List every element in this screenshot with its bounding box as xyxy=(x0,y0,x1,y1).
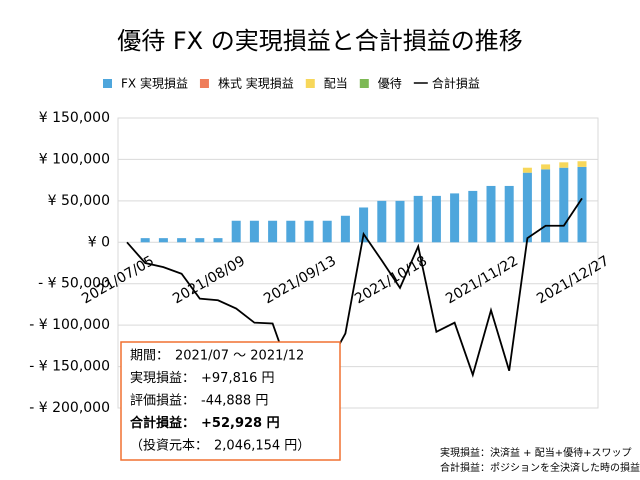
y-tick-label: - ¥ 100,000 xyxy=(29,317,110,333)
info-value: 2,046,154 円） xyxy=(214,439,310,454)
bar xyxy=(541,169,551,243)
bar xyxy=(340,215,350,243)
legend-label: 優待 xyxy=(378,77,402,91)
y-tick-label: ¥ 150,000 xyxy=(39,110,110,126)
legend-label: 合計損益 xyxy=(432,76,480,91)
bar xyxy=(177,238,187,243)
bar xyxy=(195,238,205,243)
bar xyxy=(559,162,569,168)
legend-label: 株式 実現損益 xyxy=(218,76,294,91)
y-tick-label: - ¥ 50,000 xyxy=(38,276,110,292)
y-tick-label: ¥ 100,000 xyxy=(39,151,110,167)
note: 実現損益：決済益 + 配当+優待+スワップ xyxy=(440,446,632,459)
x-tick-label: 2021/10/18 xyxy=(352,253,430,307)
info-label: 期間： xyxy=(130,349,169,364)
legend-label: FX 実現損益 xyxy=(121,76,188,91)
bar xyxy=(140,238,150,243)
bar xyxy=(286,220,296,243)
bar xyxy=(249,220,259,243)
legend-swatch xyxy=(359,79,369,88)
x-tick-label: 2021/09/13 xyxy=(261,253,339,307)
bar xyxy=(268,220,278,243)
info-value: 2021/07 〜 2021/12 xyxy=(175,349,304,364)
bar xyxy=(541,164,551,170)
bar xyxy=(504,185,514,243)
bar xyxy=(486,185,496,243)
info-value: +52,928 円 xyxy=(201,416,280,431)
info-label: 実現損益： xyxy=(130,370,195,386)
x-tick-label: 2021/11/22 xyxy=(443,253,521,307)
legend-swatch xyxy=(199,79,209,88)
line xyxy=(126,197,583,385)
legend-swatch xyxy=(103,79,112,88)
info-value: +97,816 円 xyxy=(201,371,275,386)
y-tick-label: ¥ 50,000 xyxy=(48,193,110,209)
y-tick-label: ¥ 0 xyxy=(88,234,110,250)
bar xyxy=(213,238,223,243)
bar xyxy=(304,220,314,243)
bar xyxy=(322,220,332,243)
bar xyxy=(413,195,423,243)
bar xyxy=(231,220,241,243)
bar xyxy=(522,172,532,243)
note: 合計損益：ポジションを全決済した時の損益 xyxy=(440,461,640,474)
bar xyxy=(577,166,587,243)
x-tick-label: 2021/12/27 xyxy=(534,253,612,307)
bar xyxy=(522,167,532,173)
bar xyxy=(577,161,587,167)
info-label: 評価損益： xyxy=(130,394,195,409)
bar xyxy=(559,167,569,243)
bar xyxy=(450,193,460,243)
y-tick-label: - ¥ 150,000 xyxy=(29,359,110,375)
chart-title: 優待 FX の実現損益と合計損益の推移 xyxy=(117,27,523,55)
info-label: （投資元本： xyxy=(130,438,208,454)
bar xyxy=(431,195,441,243)
y-tick-label: - ¥ 200,000 xyxy=(29,400,110,416)
legend-label: 配当 xyxy=(324,77,348,91)
info-box xyxy=(120,341,341,461)
info-value: -44,888 円 xyxy=(201,394,268,409)
legend-swatch xyxy=(305,79,315,88)
bar xyxy=(395,200,405,243)
bar xyxy=(377,200,387,243)
bar xyxy=(359,207,369,243)
bar xyxy=(158,238,168,243)
bar xyxy=(468,190,478,243)
info-label: 合計損益： xyxy=(130,415,195,431)
